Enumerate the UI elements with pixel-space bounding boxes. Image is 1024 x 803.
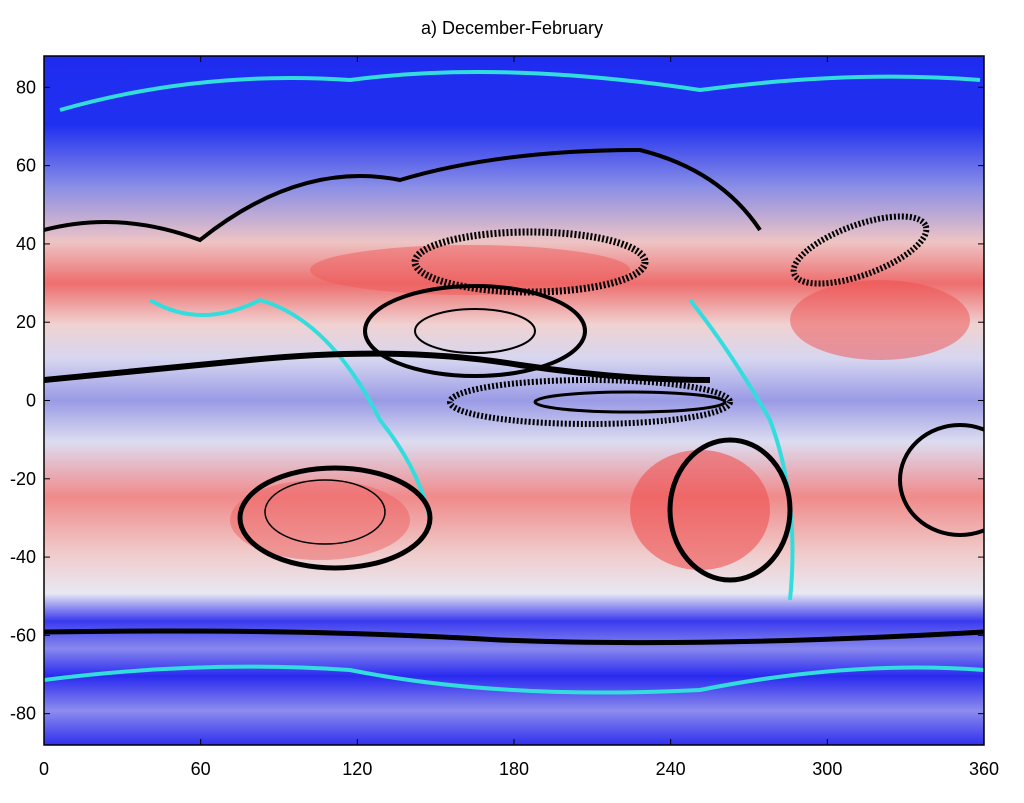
- y-tick-label: 20: [16, 312, 36, 332]
- y-tick-label: 80: [16, 77, 36, 97]
- y-tick-label: 40: [16, 234, 36, 254]
- x-tick-label: 300: [812, 759, 842, 779]
- x-tick-label: 180: [499, 759, 529, 779]
- x-tick-label: 0: [39, 759, 49, 779]
- y-tick-label: -40: [10, 547, 36, 567]
- y-tick-label: 60: [16, 156, 36, 176]
- y-tick-label: 0: [26, 391, 36, 411]
- field: [44, 56, 984, 745]
- y-tick-label: -80: [10, 704, 36, 724]
- chart-title: a) December-February: [421, 18, 603, 38]
- x-tick-label: 240: [656, 759, 686, 779]
- axes: 0 60 120 180 240 300 360 -80 -60 -40 -20 0 20 40 60 80: [10, 56, 999, 779]
- y-tick-label: -60: [10, 625, 36, 645]
- x-tick-label: 60: [191, 759, 211, 779]
- x-tick-label: 120: [342, 759, 372, 779]
- x-tick-label: 360: [969, 759, 999, 779]
- y-tick-label: -20: [10, 469, 36, 489]
